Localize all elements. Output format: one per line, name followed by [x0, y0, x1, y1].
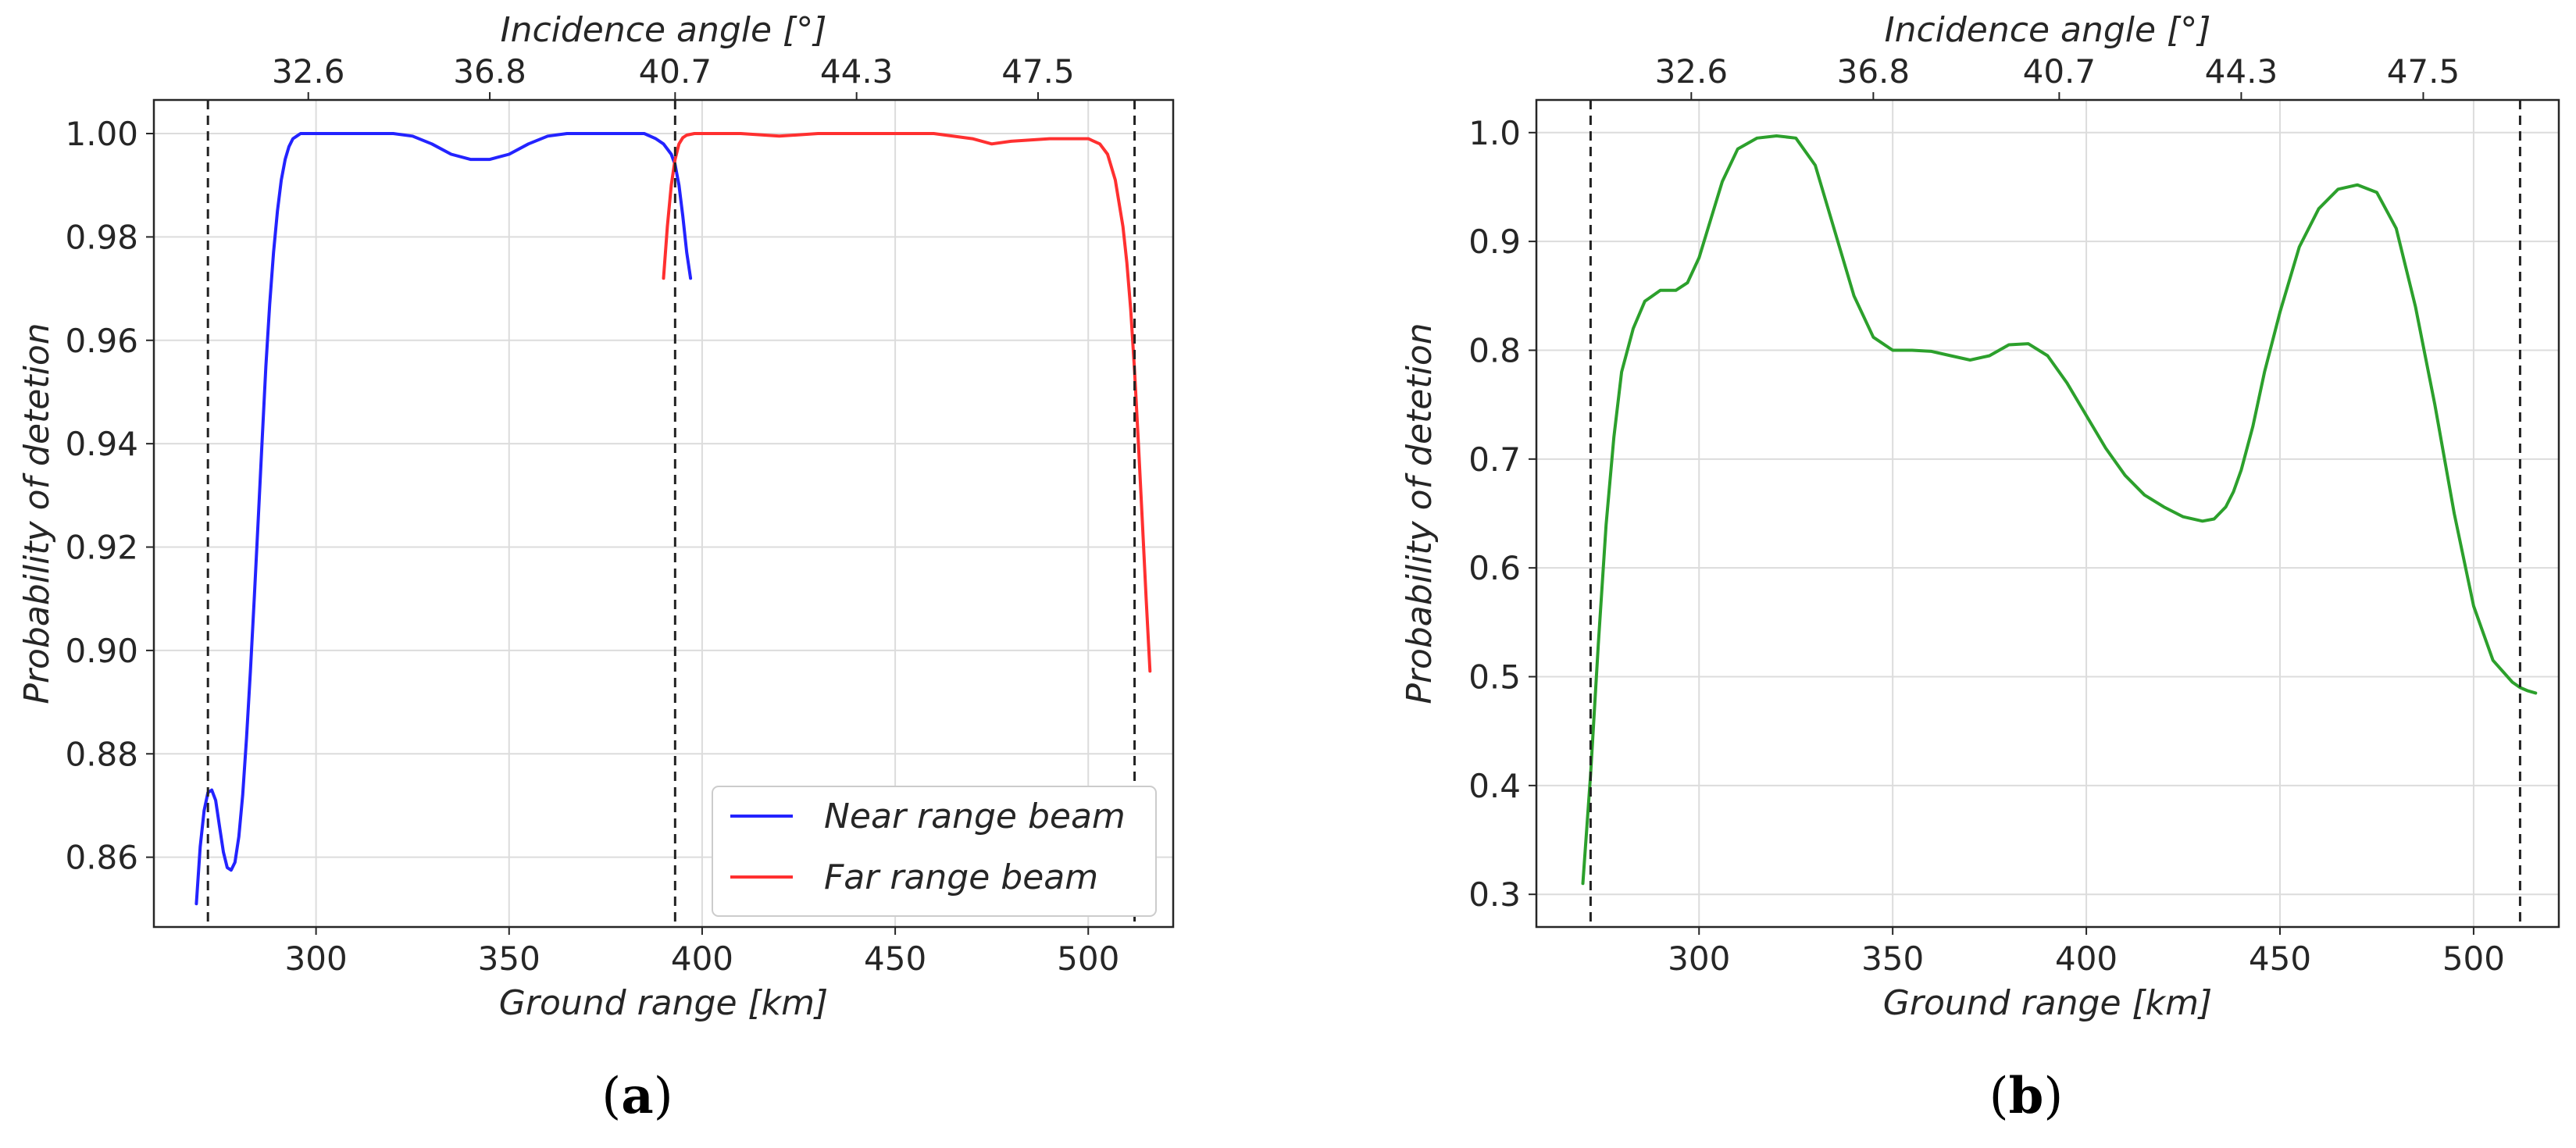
x-tick-label: 450	[2249, 939, 2311, 978]
panel-a: 300 350 400 450 500 0.86 0.88 0.90 0.92 0.94 0.96 0…	[17, 10, 1175, 1125]
y-tick-label: 0.90	[65, 632, 138, 670]
top-tick-label: 44.3	[820, 52, 894, 91]
x-tick-label: 400	[2055, 939, 2118, 978]
y-tick-label: 0.94	[65, 425, 138, 463]
x-axis-title-a: Ground range [km]	[499, 983, 828, 1023]
ticks-b: 300 350 400 450 500 0.3 0.4 0.5 0.6 0.7 0.8 0.9 1.0 3…	[1468, 52, 2505, 978]
top-tick-label: 47.5	[1001, 52, 1075, 91]
legend-a: Near range beam Far range beam	[712, 786, 1157, 917]
top-tick-label: 36.8	[453, 52, 526, 91]
caption-b: (b)	[1989, 1067, 2064, 1125]
top-tick-label: 32.6	[1655, 52, 1729, 91]
x-tick-label: 400	[671, 939, 733, 978]
legend-label-far-range: Far range beam	[824, 857, 1098, 897]
series-b	[1581, 134, 2538, 886]
boundary-lines-b	[1589, 100, 2521, 927]
top-tick-label: 40.7	[639, 52, 712, 91]
series-line-near-range-beam	[194, 132, 693, 906]
series-line-detection-probability	[1581, 134, 2538, 886]
ticks-a: 300 350 400 450 500 0.86 0.88 0.90 0.92 0.94 0.96 0…	[65, 52, 1119, 978]
grid-a	[154, 100, 1173, 927]
y-tick-label: 0.86	[65, 839, 138, 877]
y-tick-label: 0.8	[1468, 331, 1521, 369]
plot-frame-b	[1535, 98, 2560, 929]
y-tick-label: 0.5	[1468, 658, 1521, 697]
grid-b	[1536, 100, 2559, 927]
y-tick-label: 0.92	[65, 529, 138, 567]
legend-box	[712, 786, 1157, 917]
y-tick-label: 0.4	[1468, 767, 1521, 805]
x-tick-label: 300	[1668, 939, 1730, 978]
y-tick-label: 1.0	[1468, 114, 1521, 152]
y-tick-label: 0.7	[1468, 440, 1521, 479]
top-tick-label: 44.3	[2205, 52, 2278, 91]
x-tick-label: 450	[864, 939, 926, 978]
plot-frame-a	[152, 98, 1175, 929]
top-tick-label: 40.7	[2023, 52, 2096, 91]
x-tick-label: 350	[478, 939, 541, 978]
y-tick-label: 0.88	[65, 735, 138, 773]
x-tick-label: 300	[285, 939, 348, 978]
series-line-far-range-beam	[662, 132, 1152, 673]
y-tick-label: 0.98	[65, 218, 138, 256]
x-tick-label: 500	[1057, 939, 1119, 978]
y-tick-label: 0.9	[1468, 223, 1521, 261]
caption-a: (a)	[601, 1067, 673, 1125]
x-tick-label: 350	[1861, 939, 1924, 978]
y-tick-label: 1.00	[65, 115, 138, 153]
top-tick-label: 47.5	[2387, 52, 2460, 91]
series-a	[194, 132, 1152, 906]
top-axis-title-b: Incidence angle [°]	[1885, 10, 2211, 50]
x-tick-label: 500	[2442, 939, 2505, 978]
y-axis-title-b: Probability of detetion	[1400, 323, 1440, 704]
y-tick-label: 0.96	[65, 322, 138, 360]
y-tick-label: 0.6	[1468, 549, 1521, 587]
top-tick-label: 36.8	[1837, 52, 1911, 91]
top-axis-title-a: Incidence angle [°]	[501, 10, 827, 50]
y-tick-label: 0.3	[1468, 875, 1521, 914]
panel-b: 300 350 400 450 500 0.3 0.4 0.5 0.6 0.7 0.8 0.9 1.0 3…	[1400, 10, 2560, 1125]
legend-label-near-range: Near range beam	[824, 797, 1126, 836]
y-axis-title-a: Probability of detetion	[17, 323, 57, 704]
x-axis-title-b: Ground range [km]	[1883, 983, 2212, 1023]
top-tick-label: 32.6	[272, 52, 345, 91]
